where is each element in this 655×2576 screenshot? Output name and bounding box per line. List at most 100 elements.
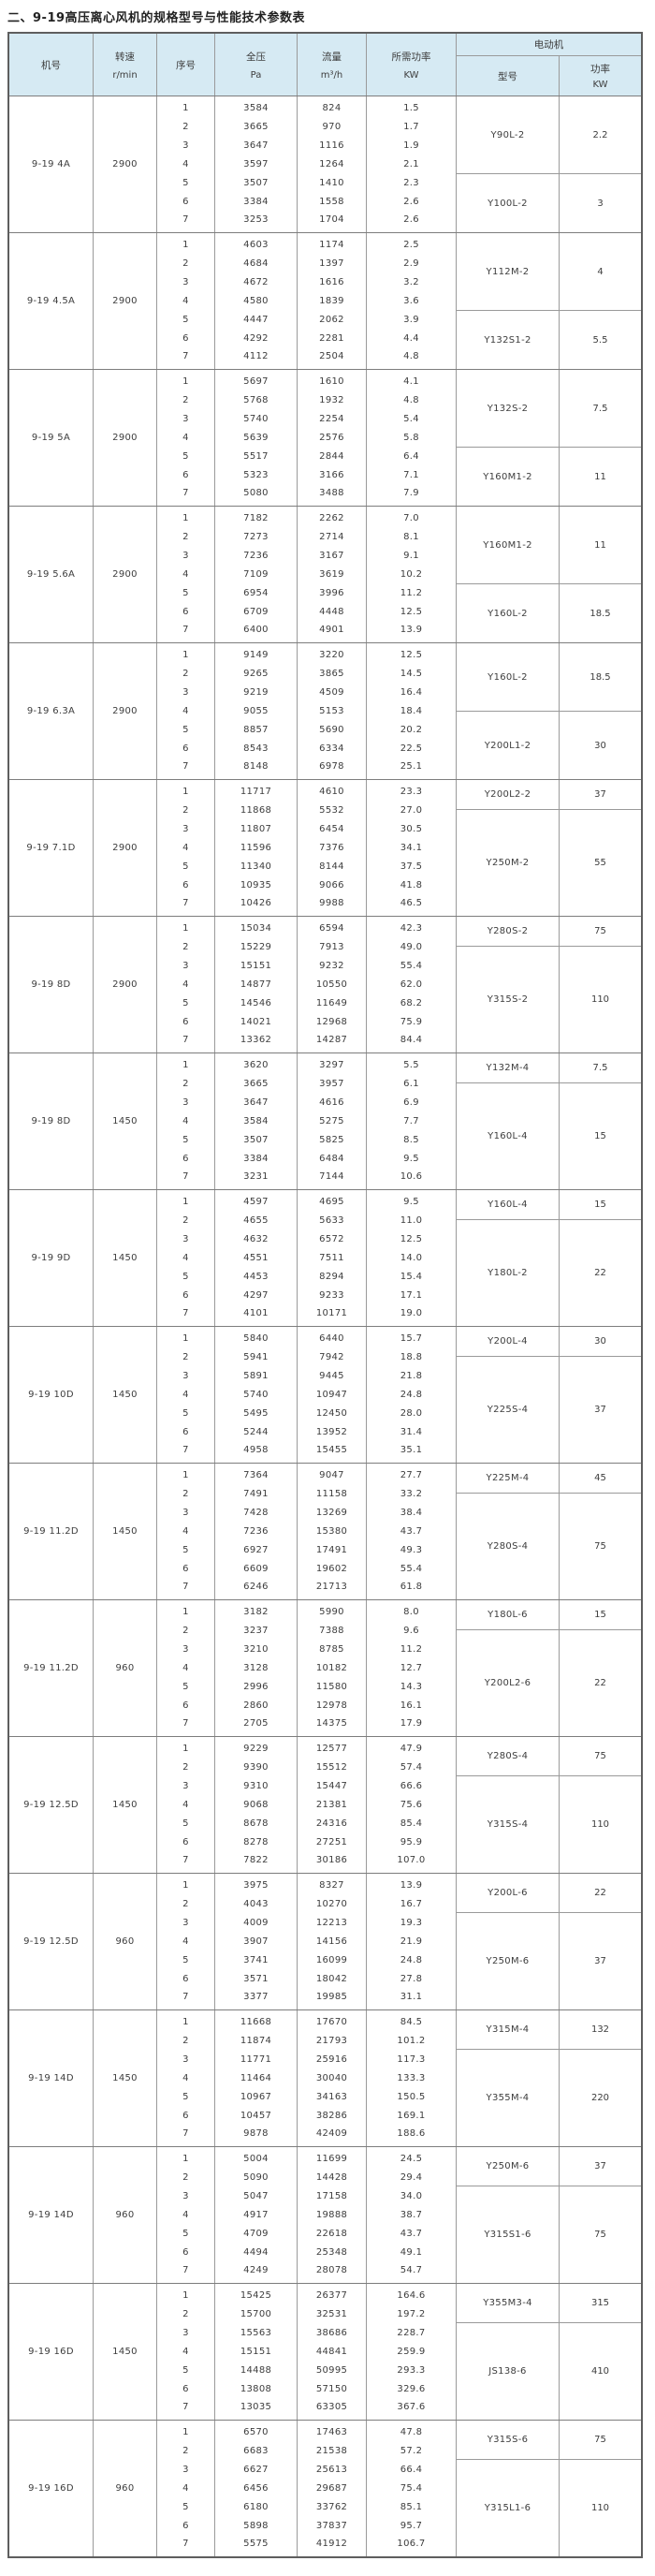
pressure-value: 13808 bbox=[240, 2383, 272, 2394]
power-value: 8.5 bbox=[403, 1134, 419, 1145]
col-flow: 8327 10270 12213 14156 16099 18042 19985 bbox=[298, 1874, 367, 2009]
pressure-value: 3584 bbox=[243, 1115, 269, 1126]
seq-value: 3 bbox=[182, 824, 189, 835]
power-value: 2.3 bbox=[403, 177, 419, 188]
power-value: 19.3 bbox=[400, 1918, 423, 1929]
seq-value: 7 bbox=[182, 1035, 189, 1046]
fan-model: 9-19 8D bbox=[31, 979, 71, 990]
flow-value: 10270 bbox=[315, 1899, 348, 1910]
pressure-value: 14021 bbox=[240, 1016, 272, 1027]
pressure-value: 4709 bbox=[243, 2228, 269, 2239]
pressure-value: 6609 bbox=[243, 1563, 269, 1574]
flow-value: 37837 bbox=[315, 2520, 348, 2531]
pressure-value: 5090 bbox=[243, 2172, 269, 2184]
motor-power-cell: 410 bbox=[590, 2366, 610, 2377]
header-flow-unit: m³/h bbox=[320, 69, 343, 81]
power-value: 55.4 bbox=[400, 961, 423, 972]
header-fan-no-label: 机号 bbox=[41, 59, 61, 71]
seq-value: 3 bbox=[182, 2328, 189, 2339]
motor-model-cell: Y200L2-2 bbox=[457, 780, 560, 809]
col-power: 42.3 49.0 55.4 62.0 68.2 75.9 84.4 bbox=[367, 917, 457, 1052]
motor-block: Y132M-4 7.5 Y160L-4 15 bbox=[457, 1053, 641, 1189]
motor-row: Y250M-6 37 bbox=[457, 1912, 641, 2009]
header-fan-no: 机号 bbox=[9, 34, 94, 96]
header-motor-power-unit: KW bbox=[592, 80, 608, 90]
pressure-value: 11717 bbox=[240, 787, 272, 798]
seq-value: 3 bbox=[182, 551, 189, 562]
fan-model: 9-19 4.5A bbox=[26, 296, 76, 306]
motor-block: Y280S-2 75 Y315S-2 110 bbox=[457, 917, 641, 1052]
motor-power-cell: 110 bbox=[590, 1819, 610, 1831]
seq-value: 4 bbox=[182, 1936, 189, 1947]
flow-value: 12978 bbox=[315, 1700, 348, 1711]
flow-value: 2281 bbox=[319, 332, 344, 344]
flow-value: 1264 bbox=[319, 158, 344, 169]
power-value: 24.5 bbox=[400, 2154, 423, 2165]
fan-model: 9-19 11.2D bbox=[23, 1526, 79, 1537]
seq-value: 1 bbox=[182, 1333, 189, 1345]
motor-model-cell: Y112M-2 bbox=[457, 233, 560, 311]
pressure-value: 3507 bbox=[243, 1134, 269, 1145]
power-value: 29.4 bbox=[400, 2172, 423, 2184]
seq-value: 1 bbox=[182, 513, 189, 524]
seq-value: 7 bbox=[182, 761, 189, 773]
fan-speed: 960 bbox=[115, 1936, 135, 1947]
power-value: 25.1 bbox=[400, 761, 423, 773]
fan-model: 9-19 4A bbox=[31, 159, 71, 169]
power-value: 7.7 bbox=[403, 1115, 419, 1126]
pressure-value: 5840 bbox=[243, 1333, 269, 1345]
power-value: 6.9 bbox=[403, 1097, 419, 1109]
motor-power-cell: 45 bbox=[594, 1472, 606, 1483]
fan-speed: 1450 bbox=[112, 1390, 138, 1400]
seq-value: 2 bbox=[182, 942, 189, 953]
seq-value: 1 bbox=[182, 103, 189, 114]
seq-value: 1 bbox=[182, 240, 189, 251]
fan-speed-cell: 960 bbox=[94, 2147, 157, 2283]
seq-value: 7 bbox=[182, 1308, 189, 1319]
power-value: 4.4 bbox=[403, 332, 419, 344]
flow-value: 38286 bbox=[315, 2110, 348, 2121]
flow-value: 10182 bbox=[315, 1662, 348, 1673]
power-value: 13.9 bbox=[400, 625, 423, 636]
col-seq: 1 2 3 4 5 6 7 bbox=[157, 507, 215, 642]
flow-value: 3957 bbox=[319, 1079, 344, 1090]
power-value: 101.2 bbox=[397, 2036, 426, 2047]
motor-row: Y200L2-2 37 bbox=[457, 780, 641, 809]
seq-value: 1 bbox=[182, 376, 189, 388]
flow-value: 21538 bbox=[315, 2446, 348, 2457]
power-value: 12.7 bbox=[400, 1662, 423, 1673]
header-motor: 电动机 bbox=[457, 34, 641, 56]
seq-value: 1 bbox=[182, 1060, 189, 1071]
fan-model-cell: 9-19 6.3A bbox=[9, 643, 94, 779]
col-power: 84.5 101.2 117.3 133.3 150.5 169.1 188.6 bbox=[367, 2010, 457, 2146]
seq-value: 5 bbox=[182, 1681, 189, 1692]
power-value: 42.3 bbox=[400, 923, 423, 935]
pressure-value: 8148 bbox=[243, 761, 269, 773]
col-pressure: 4597 4655 4632 4551 4453 4297 4101 bbox=[215, 1190, 298, 1326]
pressure-value: 4603 bbox=[243, 240, 269, 251]
col-seq: 1 2 3 4 5 6 7 bbox=[157, 917, 215, 1052]
header-motor-power-label: 功率 bbox=[590, 64, 610, 75]
fan-model-cell: 9-19 10D bbox=[9, 1327, 94, 1463]
flow-value: 14156 bbox=[315, 1936, 348, 1947]
flow-value: 3619 bbox=[319, 568, 344, 580]
pressure-value: 15563 bbox=[240, 2328, 272, 2339]
seq-value: 3 bbox=[182, 1781, 189, 1792]
fan-model-cell: 9-19 9D bbox=[9, 1190, 94, 1326]
seq-value: 5 bbox=[182, 2228, 189, 2239]
seq-value: 5 bbox=[182, 1954, 189, 1965]
pressure-value: 13035 bbox=[240, 2402, 272, 2413]
col-pressure: 9149 9265 9219 9055 8857 8543 8148 bbox=[215, 643, 298, 779]
seq-value: 6 bbox=[182, 1426, 189, 1437]
pressure-value: 3253 bbox=[243, 214, 269, 226]
power-value: 49.0 bbox=[400, 942, 423, 953]
col-seq: 1 2 3 4 5 6 7 bbox=[157, 370, 215, 506]
motor-power-cell: 15 bbox=[594, 1609, 606, 1620]
motor-power-cell: 37 bbox=[594, 1404, 606, 1415]
fan-speed: 2900 bbox=[112, 433, 138, 443]
motor-row: Y112M-2 4 bbox=[457, 233, 641, 311]
power-value: 12.5 bbox=[400, 606, 423, 617]
pressure-value: 3665 bbox=[243, 122, 269, 133]
power-value: 18.8 bbox=[400, 1352, 423, 1363]
flow-value: 57150 bbox=[315, 2383, 348, 2394]
